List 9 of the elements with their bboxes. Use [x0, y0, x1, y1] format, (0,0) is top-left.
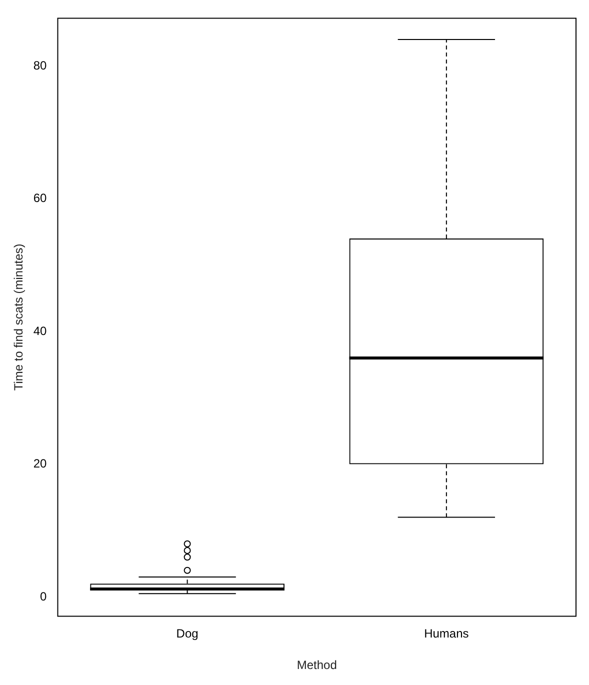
y-tick-label: 60 — [33, 191, 48, 206]
y-tick-label: 80 — [33, 58, 48, 72]
y-tick-label: 40 — [33, 324, 48, 338]
x-tick-label: Dog — [176, 626, 198, 641]
y-axis-title: Time to find scats (minutes) — [12, 244, 26, 391]
x-axis-title: Method — [296, 658, 337, 672]
y-tick-label: 20 — [33, 456, 48, 471]
y-tick-label: 0 — [40, 589, 48, 604]
x-tick-label: Humans — [424, 626, 469, 641]
